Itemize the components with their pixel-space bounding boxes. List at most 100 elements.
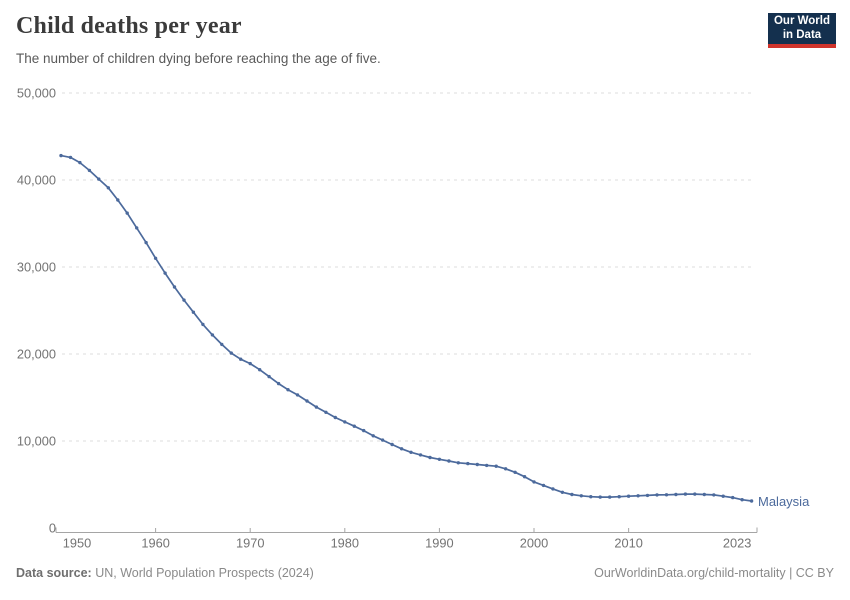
x-axis-tick-label: 1970 xyxy=(236,536,264,551)
owid-logo[interactable]: Our World in Data xyxy=(768,13,836,48)
data-point[interactable] xyxy=(333,415,337,420)
data-point[interactable] xyxy=(210,333,215,337)
data-point[interactable] xyxy=(570,492,574,497)
data-point[interactable] xyxy=(608,495,612,499)
y-axis-tick-label: 50,000 xyxy=(17,86,56,101)
y-axis-tick-label: 10,000 xyxy=(17,434,56,449)
data-point[interactable] xyxy=(276,381,281,386)
data-point[interactable] xyxy=(466,461,470,466)
y-axis-tick-label: 20,000 xyxy=(17,347,56,362)
data-point[interactable] xyxy=(636,494,640,498)
data-point[interactable] xyxy=(522,475,527,479)
x-axis-tick-label: 2000 xyxy=(520,536,548,551)
data-point[interactable] xyxy=(626,494,631,498)
data-point[interactable] xyxy=(749,499,754,503)
data-point[interactable] xyxy=(343,420,347,424)
series-line[interactable] xyxy=(60,154,752,502)
owid-logo-line1: Our World xyxy=(773,15,830,27)
x-axis-tick-label: 1990 xyxy=(425,536,453,551)
y-axis-tick-label: 0 xyxy=(49,521,56,536)
data-point[interactable] xyxy=(447,459,451,463)
data-point[interactable] xyxy=(503,467,508,471)
y-axis-tick-label: 40,000 xyxy=(17,173,56,188)
data-point[interactable] xyxy=(560,490,565,494)
data-point[interactable] xyxy=(390,442,394,447)
data-point[interactable] xyxy=(116,198,120,202)
data-point[interactable] xyxy=(220,342,224,347)
data-point[interactable] xyxy=(191,310,196,314)
data-point[interactable] xyxy=(399,447,404,451)
data-point[interactable] xyxy=(598,495,602,499)
data-point[interactable] xyxy=(721,494,725,498)
series-end-label[interactable]: Malaysia xyxy=(758,494,810,509)
data-point[interactable] xyxy=(258,368,262,372)
data-point[interactable] xyxy=(106,186,111,190)
data-point[interactable] xyxy=(409,450,413,454)
data-point[interactable] xyxy=(683,492,688,496)
data-point[interactable] xyxy=(702,492,706,497)
data-point[interactable] xyxy=(532,480,536,484)
data-point[interactable] xyxy=(513,470,517,474)
data-point[interactable] xyxy=(579,494,583,498)
x-axis-tick-label: 2010 xyxy=(614,536,642,551)
data-point[interactable] xyxy=(153,256,158,260)
y-axis-tick-label: 30,000 xyxy=(17,260,56,275)
data-source-value: UN, World Population Prospects (2024) xyxy=(91,566,314,580)
data-point[interactable] xyxy=(59,153,63,158)
data-point[interactable] xyxy=(267,374,271,379)
data-point[interactable] xyxy=(305,399,309,403)
data-point[interactable] xyxy=(371,434,375,438)
data-point[interactable] xyxy=(163,271,167,275)
data-point[interactable] xyxy=(551,487,555,491)
data-point[interactable] xyxy=(78,160,82,165)
data-point[interactable] xyxy=(428,455,432,460)
data-point[interactable] xyxy=(87,168,92,173)
data-point[interactable] xyxy=(693,492,697,496)
page-subtitle: The number of children dying before reac… xyxy=(16,51,381,66)
data-point[interactable] xyxy=(380,438,385,442)
data-point[interactable] xyxy=(97,177,101,181)
data-point[interactable] xyxy=(144,240,148,245)
data-point[interactable] xyxy=(352,424,356,428)
data-point[interactable] xyxy=(645,493,650,498)
data-point[interactable] xyxy=(589,495,593,499)
owid-citation-link[interactable]: OurWorldinData.org/child-mortality | CC … xyxy=(594,566,834,580)
data-source-text: Data source: UN, World Population Prospe… xyxy=(16,566,314,580)
data-point[interactable] xyxy=(541,483,546,488)
data-point[interactable] xyxy=(248,361,252,366)
data-point[interactable] xyxy=(617,495,621,499)
data-point[interactable] xyxy=(485,463,489,468)
data-point[interactable] xyxy=(239,357,243,361)
data-point[interactable] xyxy=(229,351,233,355)
data-point[interactable] xyxy=(135,226,139,230)
data-point[interactable] xyxy=(655,493,659,497)
x-axis-tick-label: 1950 xyxy=(63,536,91,551)
data-point[interactable] xyxy=(68,155,73,160)
data-point[interactable] xyxy=(362,428,366,433)
data-point[interactable] xyxy=(740,498,744,502)
x-axis-tick-label: 1960 xyxy=(141,536,169,551)
data-point[interactable] xyxy=(201,322,205,327)
data-source-label: Data source: xyxy=(16,566,92,580)
data-point[interactable] xyxy=(314,405,319,409)
data-point[interactable] xyxy=(125,211,129,215)
data-point[interactable] xyxy=(182,298,186,302)
x-axis-tick-label: 2023 xyxy=(723,536,751,551)
owid-logo-line2: in Data xyxy=(782,28,822,41)
data-point[interactable] xyxy=(437,457,442,461)
data-point[interactable] xyxy=(172,285,177,289)
data-point[interactable] xyxy=(674,492,678,497)
x-axis-tick-label: 1980 xyxy=(331,536,359,551)
data-point[interactable] xyxy=(418,453,423,457)
data-point[interactable] xyxy=(731,495,735,500)
data-point[interactable] xyxy=(664,493,669,497)
data-point[interactable] xyxy=(295,393,300,397)
data-point[interactable] xyxy=(286,388,290,392)
data-point[interactable] xyxy=(456,461,460,465)
data-point[interactable] xyxy=(494,464,498,468)
data-point[interactable] xyxy=(475,462,479,467)
data-point[interactable] xyxy=(712,493,716,497)
data-point[interactable] xyxy=(324,410,328,414)
